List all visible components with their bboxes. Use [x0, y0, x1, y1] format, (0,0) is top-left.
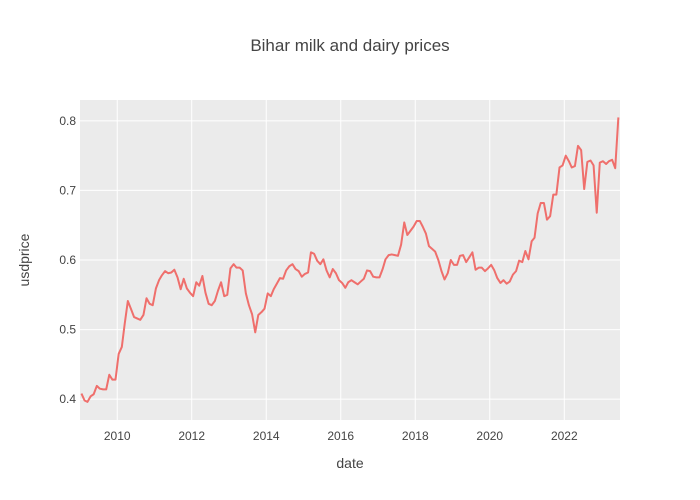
x-axis-ticks: 2010 2012 2014 2016 2018 2020 2022: [104, 429, 578, 443]
x-axis-title: date: [336, 455, 363, 471]
x-tick-label: 2022: [551, 429, 578, 443]
series-group: [80, 117, 620, 403]
y-tick-label: 0.6: [59, 253, 76, 267]
grid-lines: [80, 100, 620, 420]
x-tick-label: 2020: [476, 429, 503, 443]
y-axis-title: usdprice: [16, 233, 32, 286]
y-axis-ticks: 0.4 0.5 0.6 0.7 0.8: [59, 114, 76, 406]
x-tick-label: 2016: [327, 429, 354, 443]
series-line: [80, 117, 620, 403]
y-tick-label: 0.5: [59, 323, 76, 337]
x-tick-label: 2014: [253, 429, 280, 443]
x-tick-label: 2018: [402, 429, 429, 443]
x-tick-label: 2012: [178, 429, 205, 443]
chart-title: Bihar milk and dairy prices: [250, 36, 449, 55]
y-tick-label: 0.8: [59, 114, 76, 128]
x-tick-label: 2010: [104, 429, 131, 443]
y-tick-label: 0.4: [59, 392, 76, 406]
y-tick-label: 0.7: [59, 183, 76, 197]
